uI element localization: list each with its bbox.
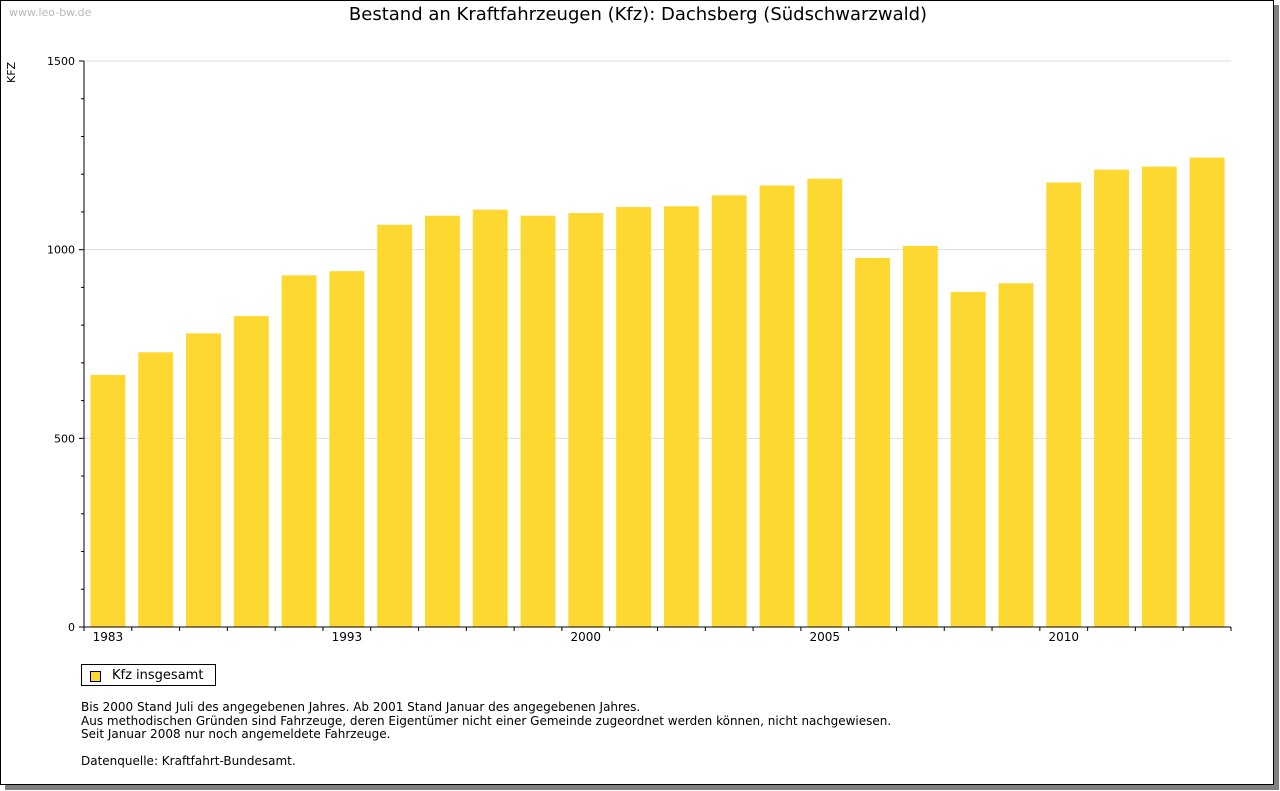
x-tick-label: 1983 bbox=[93, 630, 124, 644]
x-tick-label: 2000 bbox=[571, 630, 602, 644]
chart-title: Bestand an Kraftfahrzeugen (Kfz): Dachsb… bbox=[348, 4, 928, 25]
y-tick-label: 0 bbox=[68, 621, 75, 634]
bar bbox=[1141, 166, 1177, 627]
x-tick-label: 2010 bbox=[1048, 630, 1079, 644]
bar bbox=[855, 257, 891, 627]
bar bbox=[329, 271, 365, 627]
bar bbox=[616, 207, 652, 627]
footnote-line: Bis 2000 Stand Juli des angegebenen Jahr… bbox=[81, 700, 641, 714]
bar bbox=[281, 275, 317, 627]
bar bbox=[233, 316, 269, 627]
bar bbox=[950, 291, 986, 627]
bar bbox=[759, 185, 795, 627]
bar bbox=[377, 224, 413, 627]
bar bbox=[1094, 169, 1129, 628]
bar bbox=[663, 206, 699, 627]
data-source: Datenquelle: Kraftfahrt-Bundesamt. bbox=[81, 754, 296, 768]
footnote-line: Seit Januar 2008 nur noch angemeldete Fa… bbox=[81, 727, 391, 741]
legend: Kfz insgesamt bbox=[81, 664, 216, 686]
legend-label: Kfz insgesamt bbox=[112, 668, 204, 683]
bar bbox=[424, 215, 460, 627]
bar bbox=[138, 352, 174, 627]
y-tick-label: 1000 bbox=[47, 244, 75, 257]
bar bbox=[568, 213, 604, 627]
y-tick-label: 500 bbox=[54, 432, 75, 445]
bar bbox=[1046, 182, 1082, 627]
bar bbox=[186, 333, 221, 627]
bar bbox=[90, 374, 126, 627]
footnotes: Bis 2000 Stand Juli des angegebenen Jahr… bbox=[81, 700, 892, 742]
bar bbox=[902, 245, 938, 627]
bar-chart: 0 500 1000 1500 1983 1993 2000 2005 2010 bbox=[47, 55, 1232, 644]
bar bbox=[520, 215, 556, 627]
y-tick-label: 1500 bbox=[47, 55, 75, 68]
x-tick-label: 1993 bbox=[332, 630, 363, 644]
bar bbox=[711, 195, 747, 627]
bar bbox=[807, 178, 843, 628]
bar bbox=[998, 283, 1034, 627]
bar bbox=[472, 209, 508, 628]
legend-swatch bbox=[90, 671, 101, 682]
watermark: www.leo-bw.de bbox=[9, 6, 92, 19]
bar bbox=[1189, 157, 1225, 627]
footnote-line: Aus methodischen Gründen sind Fahrzeuge,… bbox=[81, 713, 892, 728]
x-tick-label: 2005 bbox=[809, 630, 840, 644]
